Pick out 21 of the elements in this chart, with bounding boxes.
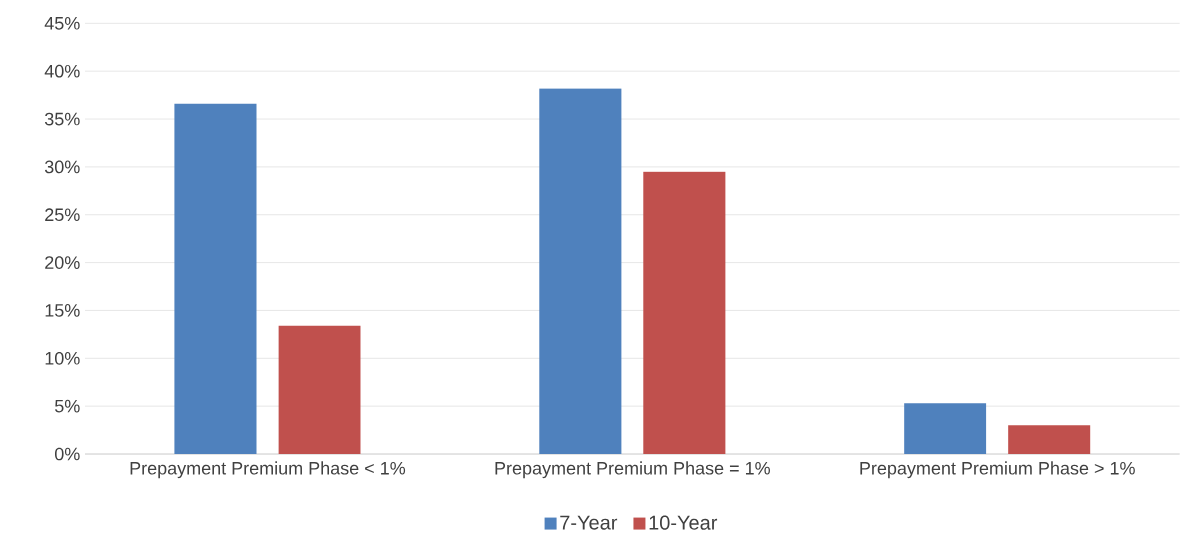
x-tick-label: Prepayment Premium Phase = 1%	[495, 461, 770, 479]
x-tick-label: Prepayment Premium Phase > 1%	[860, 461, 1135, 479]
y-tick-label: 40%	[44, 64, 80, 78]
y-tick-label: 45%	[44, 17, 80, 30]
bar	[174, 103, 257, 454]
y-tick-label: 15%	[45, 304, 80, 317]
bar	[539, 88, 622, 454]
legend-label: 7-Year	[560, 515, 618, 530]
bar	[643, 171, 726, 454]
x-tick-label: Prepayment Premium Phase < 1%	[130, 461, 406, 479]
y-tick-label: 35%	[44, 112, 80, 126]
bar	[1008, 425, 1091, 454]
y-tick-label: 0%	[54, 447, 80, 461]
y-tick-label: 10%	[45, 351, 80, 365]
legend-label: 10-Year	[649, 515, 718, 530]
bar	[904, 403, 987, 454]
y-tick-label: 5%	[54, 399, 80, 413]
bar	[278, 325, 361, 454]
y-tick-label: 20%	[45, 256, 80, 269]
y-tick-label: 25%	[45, 208, 80, 222]
y-tick-label: 30%	[44, 160, 80, 174]
